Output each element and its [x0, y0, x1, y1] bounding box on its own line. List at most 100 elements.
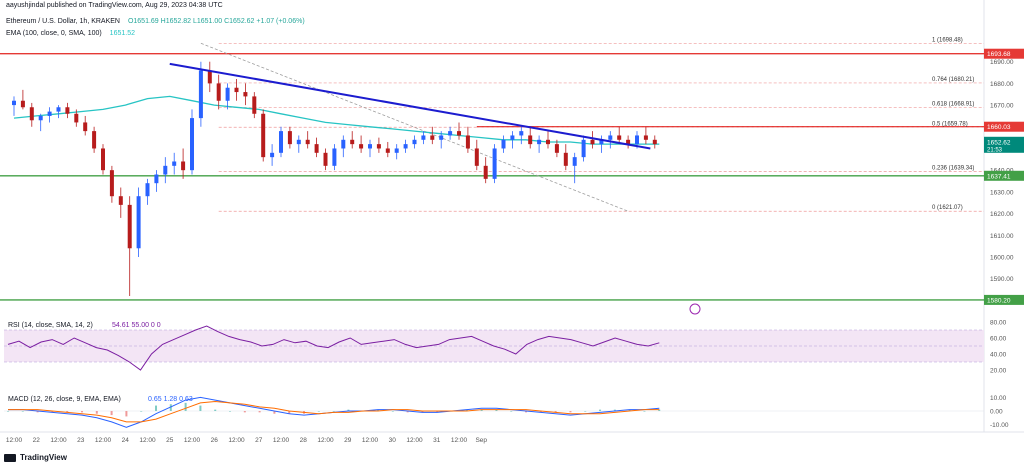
candle-body — [519, 131, 524, 136]
candle-body — [448, 131, 453, 136]
macd-histogram-bar — [243, 411, 246, 413]
candle-body — [109, 170, 114, 197]
candle-body — [563, 152, 568, 166]
fib-level-label: 0.618 (1668.91) — [932, 101, 974, 107]
candle-body — [65, 107, 70, 114]
last-price-label: 1652.62 — [987, 139, 1011, 146]
candle-body — [483, 165, 488, 179]
event-marker-icon — [689, 303, 701, 315]
macd-histogram-bar — [258, 411, 261, 413]
macd-histogram-bar — [125, 411, 128, 417]
macd-histogram-bar — [184, 402, 187, 411]
candle-body — [190, 118, 194, 171]
macd-histogram-bar — [140, 411, 143, 412]
candle-body — [296, 139, 301, 145]
time-tick-label: 12:00 — [317, 437, 334, 444]
macd-histogram-bar — [347, 409, 350, 411]
time-tick-label: 12:00 — [6, 437, 23, 444]
fib-level-label: 0.764 (1680.21) — [932, 77, 974, 83]
fib-level-label: 0.236 (1639.34) — [932, 166, 974, 172]
tradingview-footer: TradingView — [4, 453, 67, 462]
price-tick-label: 1620.00 — [990, 211, 1014, 218]
candle-body — [118, 196, 123, 205]
macd-histogram-bar — [539, 411, 542, 413]
candle-body — [590, 139, 595, 145]
candle-body — [225, 87, 230, 101]
time-tick-label: 31 — [433, 437, 441, 444]
candle-body — [394, 148, 399, 153]
macd-histogram-bar — [525, 411, 528, 413]
price-tick-label: 1670.00 — [990, 103, 1014, 110]
time-tick-label: 30 — [389, 437, 397, 444]
fib-diagonal-line — [200, 42, 629, 212]
price-tick-label: 1680.00 — [990, 81, 1014, 88]
macd-histogram-bar — [554, 411, 557, 413]
candle-body — [47, 111, 52, 116]
macd-histogram-bar — [406, 411, 409, 413]
macd-histogram-bar — [643, 411, 646, 412]
candle-body — [198, 70, 203, 119]
candle-body — [510, 135, 515, 140]
candle-body — [323, 152, 328, 166]
last-price-tag — [984, 136, 1024, 153]
candle-body — [581, 139, 586, 158]
candle-body — [465, 135, 470, 149]
fib-level-label: 0.5 (1659.78) — [932, 121, 968, 127]
candle-body — [74, 113, 79, 123]
candle-body — [385, 148, 390, 153]
macd-histogram-bar — [421, 411, 424, 413]
price-tick-label: 1630.00 — [990, 189, 1014, 196]
rsi-tick-label: 20.00 — [990, 368, 1007, 375]
candle-body — [439, 135, 444, 140]
candle-body — [29, 107, 34, 121]
macd-histogram-bar — [199, 405, 202, 411]
candle-body — [501, 139, 506, 149]
candle-body — [368, 144, 372, 149]
macd-histogram-bar — [155, 405, 158, 411]
macd-histogram-bar — [36, 411, 39, 413]
candle-body — [163, 165, 168, 175]
candle-body — [314, 144, 319, 153]
candle-body — [127, 204, 132, 249]
ohlc-values: O1651.69 H1652.82 L1651.00 C1652.62 +1.0… — [127, 18, 305, 25]
candle-body — [492, 148, 497, 179]
macd-histogram-bar — [317, 411, 320, 412]
macd-histogram-bar — [288, 411, 291, 414]
time-tick-label: 12:00 — [139, 437, 156, 444]
macd-histogram-bar — [229, 411, 232, 412]
time-tick-label: 12:00 — [228, 437, 245, 444]
rsi-legend-values: 54.61 55.00 0 0 — [112, 322, 161, 329]
candle-body — [101, 148, 105, 171]
bearish-trend-line — [169, 62, 651, 150]
macd-histogram-bar — [510, 411, 513, 412]
macd-histogram-bar — [613, 409, 616, 411]
macd-title: MACD (12, 26, close, 9, EMA, EMA) — [8, 396, 121, 403]
macd-histogram-bar — [658, 409, 661, 411]
time-tick-label: 25 — [166, 437, 174, 444]
candle-body — [12, 100, 16, 106]
macd-signal-line — [8, 400, 660, 423]
ema-legend-value: 1651.52 — [109, 30, 135, 37]
time-tick-label: 12:00 — [184, 437, 201, 444]
rsi-title: RSI (14, close, SMA, 14, 2) — [8, 322, 93, 329]
time-tick-label: 27 — [255, 437, 263, 444]
price-level-tag — [984, 121, 1024, 132]
macd-histogram-bar — [7, 411, 9, 412]
time-tick-label: 24 — [122, 437, 130, 444]
macd-histogram-bar — [465, 409, 468, 411]
ema-line — [13, 95, 660, 145]
candle-body — [252, 96, 257, 114]
candle-body — [243, 92, 248, 97]
rsi-tick-label: 60.00 — [990, 336, 1007, 343]
candle-body — [305, 139, 310, 145]
price-level-tag — [984, 294, 1024, 305]
candle-body — [56, 107, 61, 112]
candle-body — [207, 70, 212, 84]
candle-body — [350, 139, 355, 145]
time-tick-label: 23 — [77, 437, 85, 444]
candle-body — [145, 183, 150, 197]
macd-histogram-bar — [599, 409, 602, 411]
candle-body — [554, 144, 559, 153]
fib-level-label: 1 (1698.48) — [932, 37, 963, 43]
